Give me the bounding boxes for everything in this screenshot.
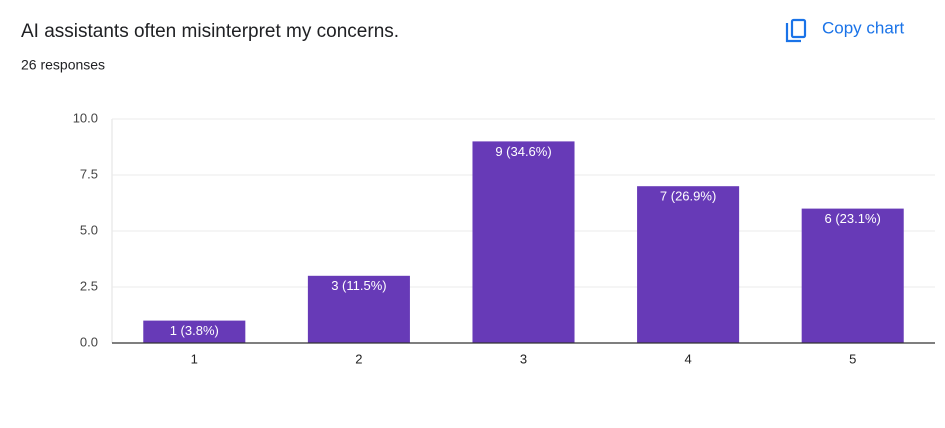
y-tick-label: 10.0 (73, 110, 98, 125)
chart-subtitle: 26 responses (21, 57, 105, 73)
x-tick-label: 3 (520, 351, 527, 366)
copy-chart-button[interactable]: Copy chart (785, 18, 904, 43)
bar-value-label: 7 (26.9%) (660, 189, 716, 204)
bar (472, 141, 575, 343)
bar (637, 186, 740, 343)
y-tick-label: 5.0 (80, 222, 98, 237)
bar (307, 275, 410, 343)
bar-value-label: 3 (11.5%) (331, 278, 386, 293)
bar-value-label: 1 (3.8%) (170, 323, 219, 338)
copy-icon (785, 18, 807, 43)
x-tick-label: 1 (191, 351, 198, 366)
x-tick-label: 4 (684, 351, 691, 366)
y-tick-label: 7.5 (80, 166, 98, 181)
y-tick-label: 2.5 (80, 278, 98, 293)
bar-value-label: 9 (34.6%) (495, 144, 551, 159)
y-tick-label: 0.0 (80, 334, 98, 349)
copy-chart-label: Copy chart (822, 18, 904, 37)
x-tick-label: 5 (849, 351, 856, 366)
x-tick-label: 2 (355, 351, 362, 366)
bar (143, 320, 246, 343)
bar (801, 208, 904, 343)
bar-value-label: 6 (23.1%) (825, 211, 881, 226)
chart-title: AI assistants often misinterpret my conc… (21, 21, 399, 42)
